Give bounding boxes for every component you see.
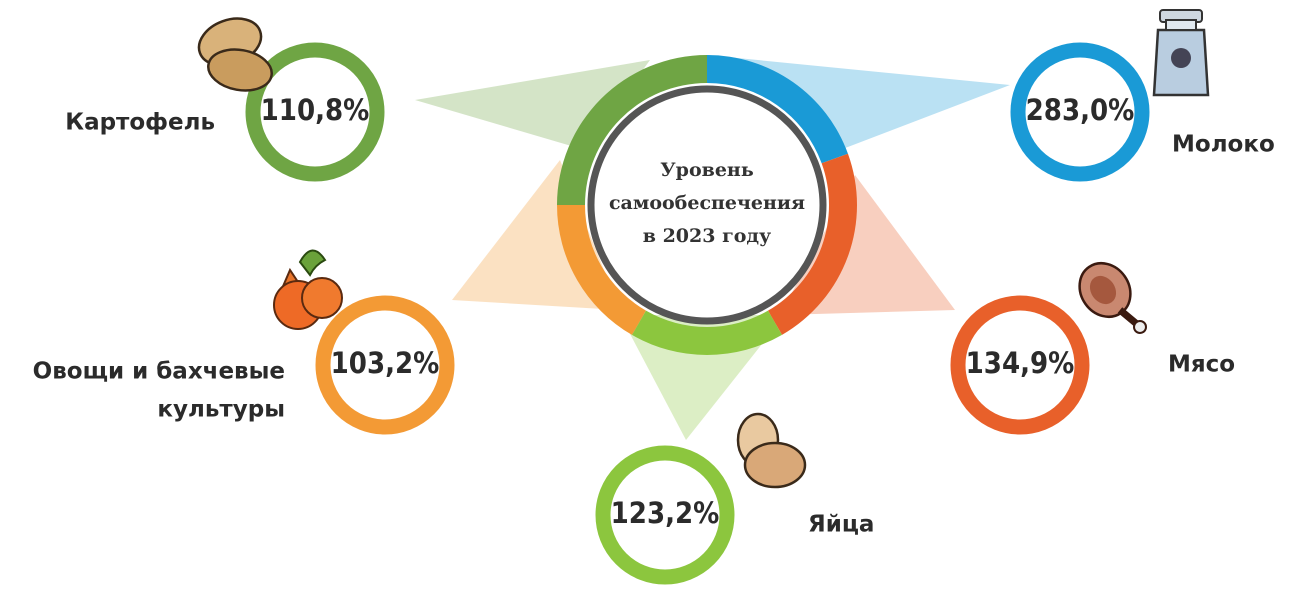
center-title: Уровень	[660, 159, 754, 181]
item-value: 110,8%	[261, 93, 370, 127]
infographic: Уровень самообеспечения в 2023 году 110,8%…	[0, 0, 1295, 594]
item-label: культуры	[157, 397, 285, 423]
center-ring: Уровень самообеспечения в 2023 году	[557, 55, 857, 355]
item-value: 134,9%	[966, 346, 1075, 380]
center-title: в 2023 году	[643, 225, 771, 247]
milk-can-icon	[1154, 10, 1208, 95]
item-value: 103,2%	[331, 346, 440, 380]
meat-icon	[1069, 253, 1146, 333]
center-title: самообеспечения	[609, 192, 805, 214]
item-label: Мясо	[1168, 352, 1235, 378]
item-label: Молоко	[1172, 132, 1275, 158]
item-label: Картофель	[65, 110, 215, 136]
eggs-icon	[738, 414, 805, 487]
item-value: 283,0%	[1026, 93, 1135, 127]
item-value: 123,2%	[611, 496, 720, 530]
item-label: Яйца	[808, 512, 874, 538]
item-label: Овощи и бахчевые	[33, 359, 285, 385]
vegetables-icon	[274, 250, 342, 329]
